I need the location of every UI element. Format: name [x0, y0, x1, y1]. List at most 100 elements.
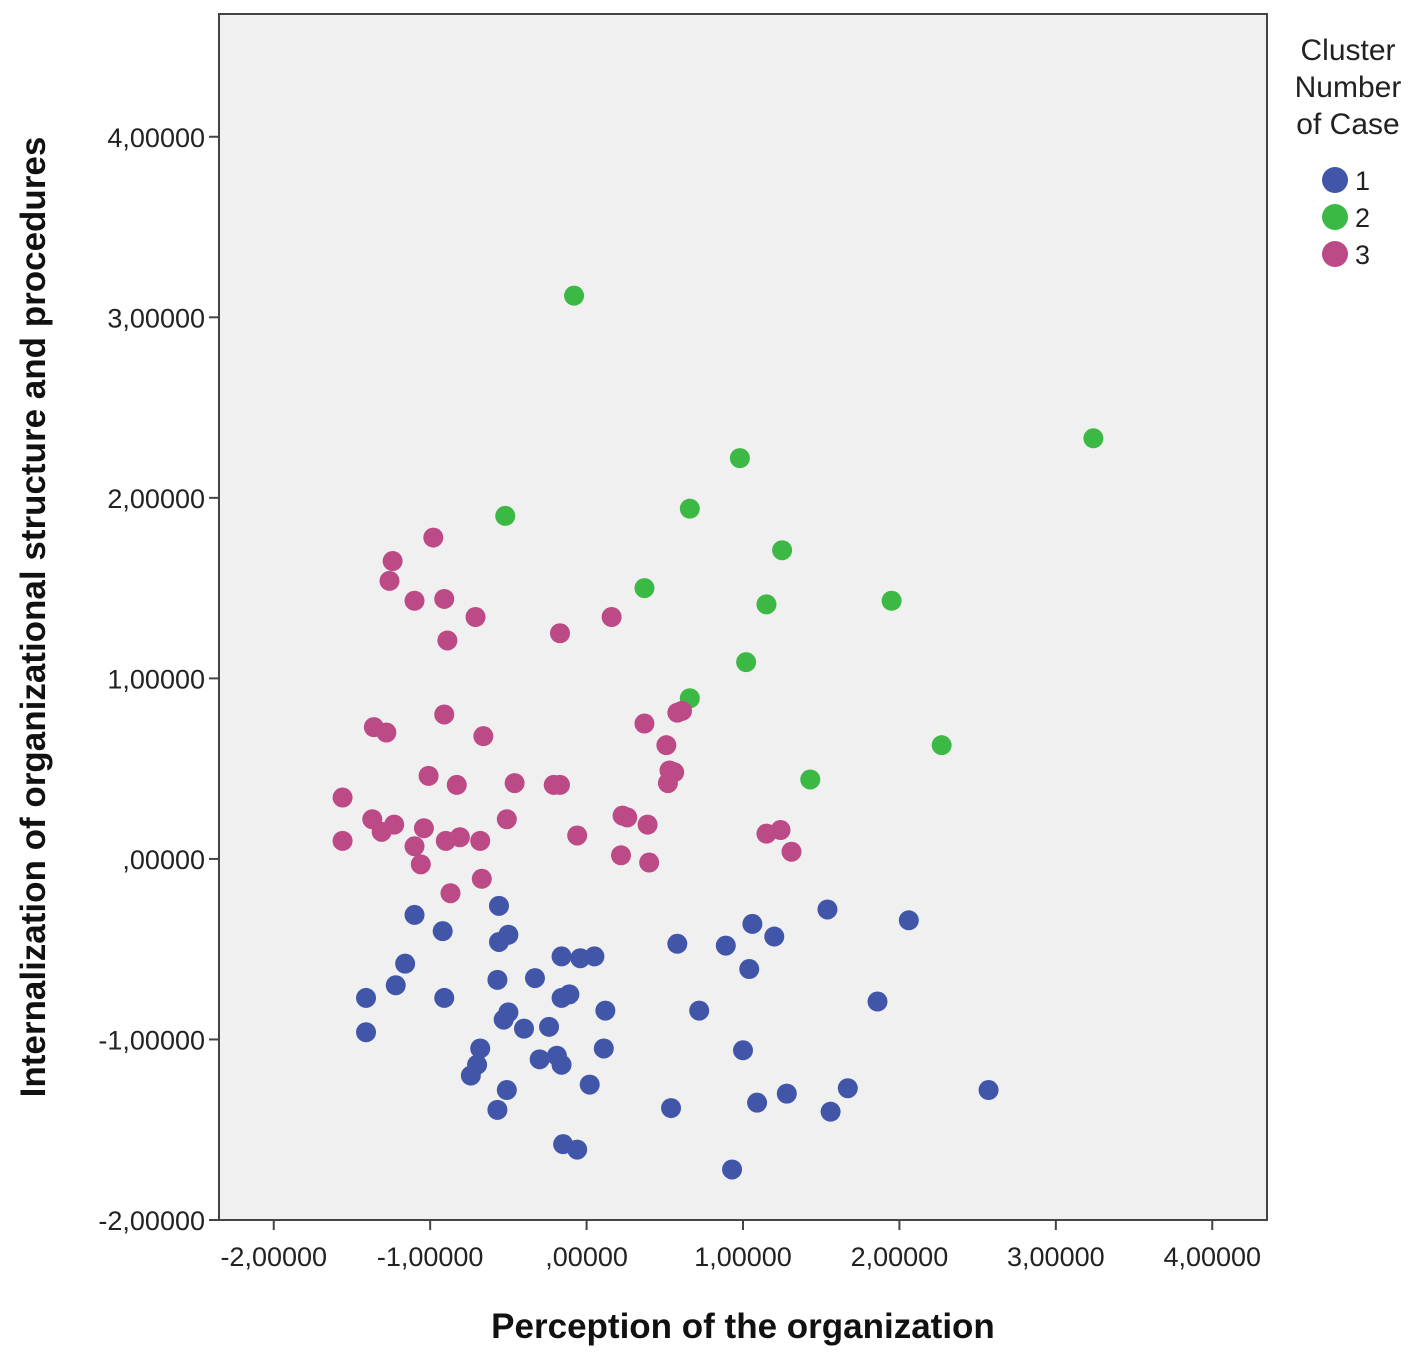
cluster-1-point: [837, 1078, 858, 1099]
cluster-2-point: [564, 285, 585, 306]
cluster-3-point: [549, 774, 570, 795]
cluster-1-point: [722, 1159, 743, 1180]
cluster-1-point: [661, 1098, 682, 1119]
cluster-1-point: [434, 987, 455, 1008]
cluster-3-point: [418, 765, 439, 786]
cluster-2-point: [772, 540, 793, 561]
cluster-3-point: [423, 527, 444, 548]
cluster-1-point: [898, 910, 919, 931]
cluster-3-point: [434, 704, 455, 725]
cluster-3-point: [610, 845, 631, 866]
y-tick-label: -1,00000: [98, 1025, 205, 1055]
cluster-3-point: [504, 773, 525, 794]
cluster-3-point: [639, 852, 660, 873]
cluster-1-point: [595, 1000, 616, 1021]
cluster-3-point: [332, 787, 353, 808]
cluster-2-point: [679, 498, 700, 519]
cluster-1-point: [356, 1022, 377, 1043]
cluster-1-point: [715, 935, 736, 956]
cluster-3-point: [434, 588, 455, 609]
cluster-1-point: [747, 1092, 768, 1113]
cluster-1-point: [667, 933, 688, 954]
legend-title-line-1: Cluster: [1300, 34, 1395, 67]
y-tick-label: 2,00000: [107, 484, 205, 514]
cluster-1-point: [395, 953, 416, 974]
legend-title-line-3: of Case: [1296, 108, 1399, 141]
cluster-3-point: [656, 735, 677, 756]
cluster-1-point: [496, 1080, 517, 1101]
cluster-1-point: [764, 926, 785, 947]
cluster-3-point: [410, 854, 431, 875]
x-tick-label: 4,00000: [1163, 1242, 1261, 1272]
cluster-3-point: [413, 818, 434, 839]
x-tick-label: ,00000: [545, 1242, 628, 1272]
cluster-3-point: [637, 814, 658, 835]
cluster-1-point: [689, 1000, 710, 1021]
legend: Cluster Number of Case 1 2 3: [1295, 34, 1402, 270]
cluster-1-point: [776, 1083, 797, 1104]
legend-swatch-2: [1322, 204, 1348, 230]
y-tick-label: 4,00000: [107, 123, 205, 153]
cluster-1-point: [488, 895, 509, 916]
cluster-1-point: [524, 968, 545, 989]
cluster-3-point: [471, 868, 492, 889]
cluster-1-point: [529, 1049, 550, 1070]
cluster-3-point: [601, 607, 622, 627]
cluster-2-point: [736, 652, 757, 673]
cluster-2-point: [756, 594, 777, 615]
cluster-2-point: [634, 578, 655, 599]
plot-area: [218, 13, 1268, 1221]
cluster-3-point: [567, 825, 588, 846]
y-tick-label: -2,00000: [98, 1206, 205, 1236]
legend-label-1: 1: [1355, 166, 1370, 196]
x-axis-title: Perception of the organization: [491, 1307, 995, 1346]
cluster-3-point: [634, 713, 655, 734]
cluster-1-point: [432, 921, 453, 942]
cluster-3-point: [379, 570, 400, 591]
y-axis: -2,00000 -1,00000 ,00000 1,00000 2,00000 3,00…: [98, 123, 219, 1236]
data-points: [332, 285, 1104, 1180]
cluster-1-point: [559, 984, 580, 1005]
cluster-3-point: [470, 830, 491, 851]
cluster-1-point: [539, 1016, 560, 1037]
cluster-3-point: [671, 700, 692, 721]
cluster-3-point: [446, 774, 467, 795]
cluster-2-point: [931, 735, 952, 756]
cluster-1-point: [567, 1139, 588, 1160]
cluster-2-point: [495, 505, 516, 526]
x-tick-label: 3,00000: [1007, 1242, 1105, 1272]
cluster-1-point: [584, 946, 605, 967]
cluster-3-point: [465, 607, 486, 627]
cluster-1-point: [385, 975, 406, 996]
cluster-3-point: [332, 830, 353, 851]
cluster-1-point: [514, 1018, 535, 1039]
cluster-1-point: [487, 969, 508, 990]
cluster-1-point: [467, 1054, 488, 1075]
legend-title-line-2: Number: [1295, 71, 1402, 104]
cluster-3-point: [617, 807, 638, 828]
cluster-1-point: [356, 987, 377, 1008]
cluster-3-point: [384, 814, 405, 835]
y-tick-label: ,00000: [122, 845, 205, 875]
cluster-3-point: [437, 630, 458, 651]
cluster-1-point: [978, 1080, 999, 1101]
cluster-2-point: [800, 769, 821, 790]
cluster-1-point: [404, 904, 425, 925]
cluster-1-point: [733, 1040, 753, 1061]
legend-label-3: 3: [1355, 240, 1370, 270]
cluster-2-point: [729, 448, 750, 469]
cluster-3-point: [382, 551, 403, 572]
x-tick-label: -1,00000: [377, 1242, 484, 1272]
legend-swatch-3: [1322, 241, 1348, 267]
cluster-1-point: [498, 1002, 519, 1023]
cluster-1-point: [579, 1074, 600, 1095]
cluster-1-point: [817, 899, 838, 920]
cluster-1-point: [551, 1054, 572, 1075]
cluster-3-point: [449, 827, 470, 848]
cluster-3-point: [376, 722, 397, 743]
cluster-1-point: [487, 1099, 508, 1120]
legend-swatch-1: [1322, 167, 1348, 193]
x-tick-label: 2,00000: [851, 1242, 949, 1272]
cluster-1-point: [739, 959, 760, 980]
